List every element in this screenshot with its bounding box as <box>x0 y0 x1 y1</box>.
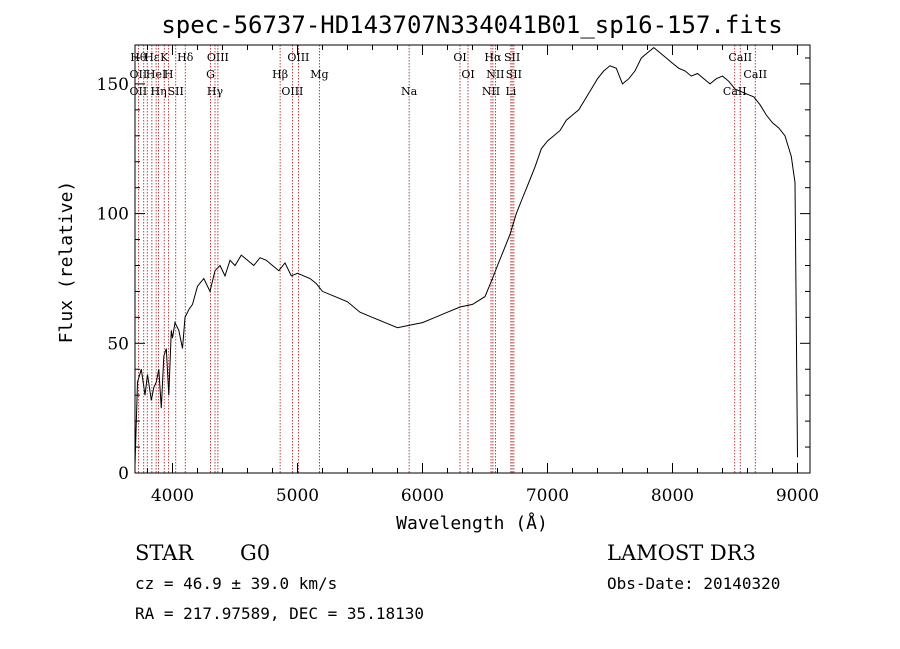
y-axis-label: Flux (relative) <box>56 181 77 344</box>
marker-label: SII <box>168 85 184 98</box>
marker-label: H <box>164 68 174 81</box>
y-tick-label: 50 <box>107 334 129 354</box>
x-tick-label: 4000 <box>151 486 194 506</box>
marker-label: Hβ <box>272 68 288 81</box>
redshift-cz: cz = 46.9 ± 39.0 km/s <box>135 574 337 593</box>
marker-label: OIII <box>281 85 303 98</box>
marker-label: OII <box>130 68 148 81</box>
marker-label: Hη <box>151 85 167 98</box>
marker-label: Mg <box>310 68 328 81</box>
marker-label: Hα <box>484 51 502 64</box>
object-class: STAR <box>135 541 194 565</box>
ra-dec: RA = 217.97589, DEC = 35.18130 <box>135 604 424 623</box>
marker-label: CaII <box>743 68 767 81</box>
marker-label: OI <box>453 51 466 64</box>
marker-label: CaII <box>723 85 747 98</box>
x-tick-label: 9000 <box>776 486 819 506</box>
marker-label: Li <box>505 85 516 98</box>
y-axis-ticks: 0 50 100 150 <box>97 57 810 484</box>
x-axis-label: Wavelength (Å) <box>396 512 548 534</box>
y-tick-label: 100 <box>97 205 129 225</box>
x-tick-label: 8000 <box>651 486 694 506</box>
object-subclass: G0 <box>240 541 270 565</box>
marker-label: Hε <box>144 51 160 64</box>
line-marker-labels: HθOIIOIIHεHeIHηKHSIIHδGHγOIIIHβOIIIOIIIM… <box>130 51 768 98</box>
marker-label: G <box>206 68 215 81</box>
chart-title: spec-56737-HD143707N334041B01_sp16-157.f… <box>161 11 782 39</box>
x-tick-label: 6000 <box>401 486 444 506</box>
y-tick-label: 150 <box>97 75 129 95</box>
marker-label: OII <box>130 85 148 98</box>
spectrum-line <box>134 46 798 466</box>
survey-name: LAMOST DR3 <box>607 541 756 565</box>
marker-label: OIII <box>207 51 229 64</box>
marker-label: SII <box>504 51 520 64</box>
x-tick-label: 7000 <box>526 486 569 506</box>
marker-label: Na <box>401 85 418 98</box>
marker-label: K <box>160 51 169 64</box>
line-markers <box>137 45 756 473</box>
y-tick-label: 0 <box>118 464 129 484</box>
marker-label: Hδ <box>177 51 194 64</box>
marker-label: Hγ <box>207 85 224 98</box>
marker-label: HeI <box>146 68 166 81</box>
marker-label: OIII <box>287 51 309 64</box>
plot-frame <box>134 44 811 474</box>
obs-date: Obs-Date: 20140320 <box>607 574 780 593</box>
marker-label: NII <box>482 85 500 98</box>
marker-label: OI <box>461 68 474 81</box>
marker-label: SII <box>506 68 522 81</box>
x-axis-ticks: 4000 5000 6000 7000 8000 9000 <box>147 45 819 506</box>
marker-label: NII <box>486 68 504 81</box>
marker-label: CaII <box>728 51 752 64</box>
x-tick-label: 5000 <box>276 486 319 506</box>
